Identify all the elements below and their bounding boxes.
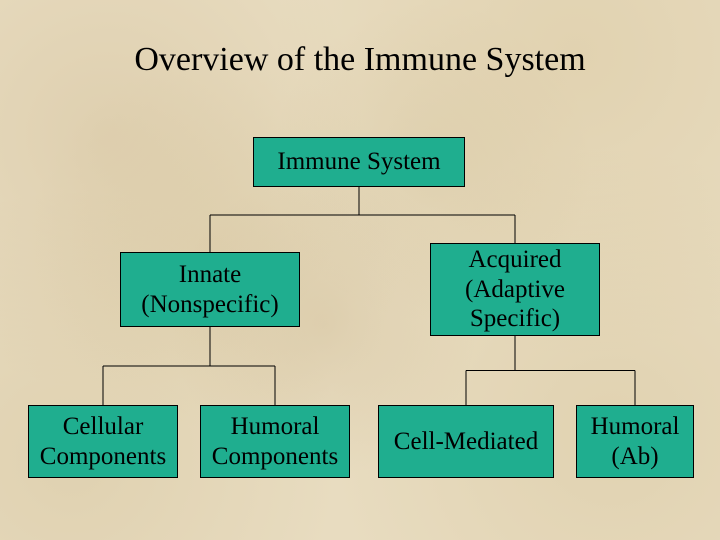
node-line: Humoral	[231, 412, 320, 442]
node-line: Specific)	[470, 304, 560, 334]
node-line: Cellular	[63, 412, 144, 442]
node-hum2: Humoral(Ab)	[576, 405, 694, 478]
node-cmed: Cell-Mediated	[378, 405, 554, 478]
node-line: Innate	[179, 260, 241, 290]
node-hum1: HumoralComponents	[200, 405, 350, 478]
node-line: Acquired	[468, 245, 561, 275]
node-innate: Innate(Nonspecific)	[120, 252, 300, 327]
node-line: (Nonspecific)	[141, 290, 278, 320]
node-line: Cell-Mediated	[394, 427, 538, 457]
node-cell: CellularComponents	[28, 405, 178, 478]
node-line: Components	[212, 442, 338, 472]
node-line: (Ab)	[611, 442, 658, 472]
node-line: (Adaptive	[465, 275, 565, 305]
node-line: Humoral	[591, 412, 680, 442]
node-acq: Acquired(AdaptiveSpecific)	[430, 243, 600, 336]
node-line: Components	[40, 442, 166, 472]
node-root: Immune System	[253, 137, 465, 187]
node-line: Immune System	[277, 147, 440, 177]
